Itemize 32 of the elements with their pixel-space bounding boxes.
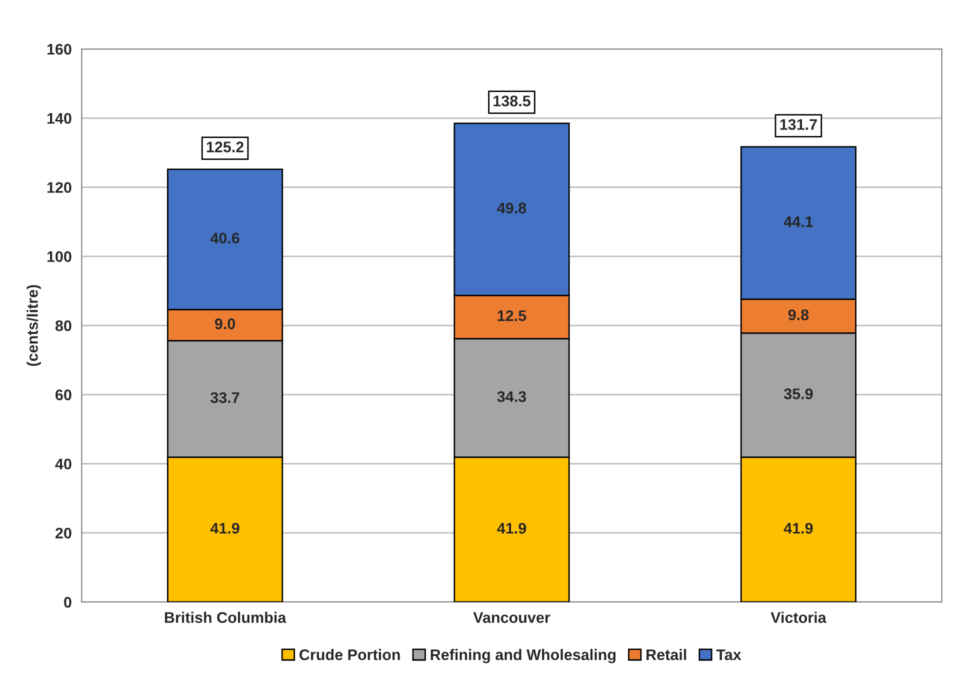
total-label: 125.2 (206, 142, 244, 152)
y-tick-label: 20 (56, 528, 72, 539)
legend-label: Refining and Wholesaling (430, 648, 616, 664)
y-axis-title: (cents/litre) (26, 285, 41, 366)
data-label: 9.8 (788, 309, 809, 320)
y-tick-label: 160 (47, 44, 72, 55)
data-label: 41.9 (497, 522, 526, 534)
data-label: 44.1 (784, 216, 813, 227)
legend-label: Tax (716, 649, 742, 660)
x-tick-label: Vancouver (473, 612, 550, 623)
data-label: 33.7 (210, 392, 240, 404)
total-label: 138.5 (494, 96, 530, 106)
x-tick-label: Victoria (770, 612, 826, 623)
data-label: 41.9 (210, 522, 240, 534)
data-label: 49.8 (497, 202, 526, 214)
data-label: 41.9 (784, 522, 813, 534)
data-label: 9.0 (214, 318, 236, 330)
data-label: 34.3 (497, 391, 526, 402)
data-label: 35.9 (784, 388, 813, 400)
legend-label: Crude Portion (300, 648, 400, 660)
total-label: 131.7 (780, 119, 817, 130)
y-tick-label: 80 (55, 320, 72, 332)
legend-label: Retail (646, 648, 686, 660)
data-label: 40.6 (210, 232, 240, 244)
y-tick-label: 120 (47, 182, 72, 193)
y-tick-label: 40 (55, 458, 72, 470)
data-label: 12.5 (498, 310, 526, 322)
y-tick-label: 60 (56, 389, 72, 400)
y-tick-label: 140 (47, 112, 72, 124)
x-tick-label: British Columbia (164, 612, 286, 623)
y-tick-label: 0 (64, 596, 72, 608)
y-tick-label: 100 (47, 251, 72, 262)
